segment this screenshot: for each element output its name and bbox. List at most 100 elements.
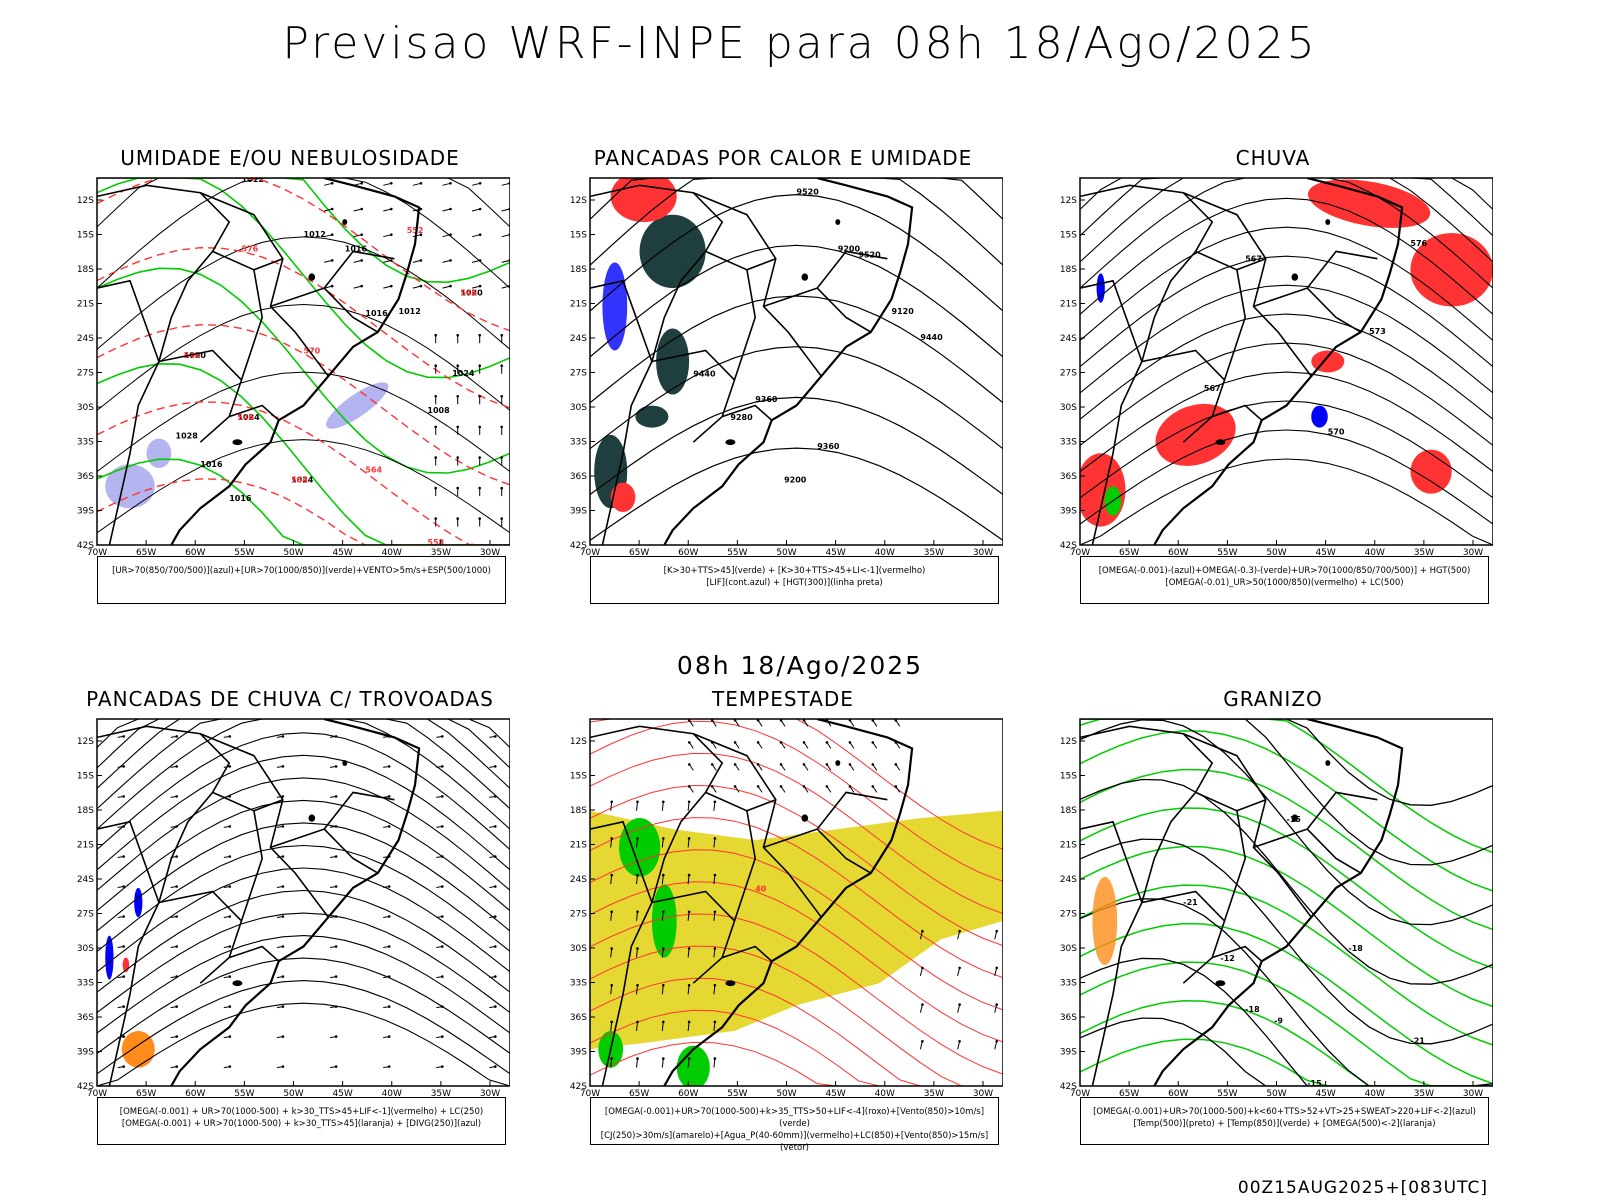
lon-tick-label: 50W [776,1089,796,1097]
lon-tick-label: 65W [629,548,649,556]
lon-tick-label: 45W [332,1089,352,1097]
map-frame [1079,177,1493,546]
contour-label: 9520 [797,188,820,197]
lat-tick-label: 33S [77,438,94,448]
panel-legend: [OMEGA(-0.001) + UR>70(1000-500) + k>30_… [97,1097,506,1145]
panel-title: TEMPESTADE [712,687,854,711]
contour-label: -12 [1220,954,1234,963]
lat-tick-label: 42S [570,1082,587,1092]
contour-label: 546 [237,413,254,422]
lat-tick-label: 39S [570,507,587,517]
lat-tick-label: 18S [77,806,94,816]
lat-tick-label: 27S [77,910,94,920]
legend-line: [Temp(500)](preto) + [Temp(850)](verde) … [1133,1119,1436,1129]
contour-label: 9440 [693,370,716,379]
contour-label: -15 [1307,1079,1322,1088]
lat-tick-label: 30S [77,944,94,954]
lat-tick-label: 21S [1060,300,1077,310]
lat-tick-label: 30S [1060,944,1077,954]
contour-label: 564 [291,476,308,485]
lon-tick-label: 50W [1266,548,1286,556]
forecast-map: 582 570 576 567 573 567 570 12S 15S 18S 21S 24S 27S 3… [1060,177,1493,556]
legend-line: [OMEGA(-0.01)_UR>50(1000/850)(vermelho) … [1165,578,1404,588]
lon-tick-label: 70W [580,1089,600,1097]
lat-tick-label: 18S [1060,265,1077,275]
lat-tick-label: 24S [570,875,587,885]
lon-tick-label: 55W [234,1089,254,1097]
lon-tick-label: 30W [480,1089,500,1097]
lon-tick-label: 30W [1463,548,1483,556]
lat-tick-label: 30S [77,403,94,413]
lat-tick-label: 42S [77,541,94,551]
contour-label: 564 [365,465,382,474]
lon-tick-label: 30W [480,548,500,556]
panel-legend: [UR>70(850/700/500)](azul)+[UR>70(1000/8… [97,556,506,604]
lon-tick-label: 70W [1070,1089,1090,1097]
lat-tick-label: 18S [570,806,587,816]
panel-legend: [OMEGA(-0.001)-(azul)+OMEGA(-0.3)-(verde… [1080,556,1489,604]
lon-tick-label: 70W [87,548,107,556]
lat-tick-label: 42S [77,1082,94,1092]
lat-tick-label: 42S [570,541,587,551]
lat-tick-label: 12S [1060,196,1077,206]
lon-tick-label: 60W [1168,548,1188,556]
panel-title: PANCADAS POR CALOR E UMIDADE [593,146,973,170]
contour-label: 546 [460,288,477,297]
lat-tick-label: 33S [1060,979,1077,989]
contour-label: -18 [1348,944,1363,953]
lat-tick-label: 12S [570,196,587,206]
lon-tick-label: 40W [875,1089,895,1097]
legend-line: [UR>70(850/700/500)](azul)+[UR>70(1000/8… [112,566,491,576]
lon-tick-label: 45W [825,1089,845,1097]
lon-tick-label: 30W [1463,1089,1483,1097]
lat-tick-label: 18S [570,265,587,275]
lon-tick-label: 55W [727,548,747,556]
panel-pancadas-trovoadas: PANCADAS DE CHUVA C/ TROVOADAS 12S 15S 18S 2… [70,687,510,1167]
lat-tick-label: 21S [570,300,587,310]
contour-label: 9280 [730,413,753,422]
lat-tick-label: 39S [77,507,94,517]
lon-tick-label: 35W [431,548,451,556]
lon-tick-label: 65W [136,1089,156,1097]
lon-tick-label: 40W [1365,548,1385,556]
contour-label: -12 [1225,712,1239,721]
legend-line: [OMEGA(-0.001) + UR>70(1000-500) + k>30_… [119,1107,484,1117]
contour-label: 9600 [735,171,758,180]
lon-tick-label: 70W [87,1089,107,1097]
panel-legend: [OMEGA(-0.001)+UR>70(1000-500)+k>35_TTS>… [590,1097,999,1153]
lat-tick-label: 33S [77,979,94,989]
lat-tick-label: 18S [1060,806,1077,816]
lat-tick-label: 15S [77,772,94,782]
legend-line: [CJ(250)>30m/s](amarelo)+[Agua_P(40-60mm… [600,1131,989,1153]
map-frame [589,177,1003,546]
lon-tick-label: 45W [1315,1089,1335,1097]
lon-tick-label: 55W [727,1089,747,1097]
lat-tick-label: 39S [1060,507,1077,517]
lon-tick-label: 65W [1119,548,1139,556]
contour-label: 1024 [237,413,260,422]
lat-tick-label: 15S [570,772,587,782]
contour-label: 1012 [180,171,202,180]
contour-label: 1016 [229,494,252,503]
lat-tick-label: 15S [1060,772,1077,782]
contour-label: -9 [1163,712,1172,721]
lat-tick-label: 15S [1060,231,1077,241]
panel-title: PANCADAS DE CHUVA C/ TROVOADAS [86,687,494,711]
panel-legend: [K>30+TTS>45](verde) + [K>30+TTS>45+LI<-… [590,556,999,604]
panel-title: UMIDADE E/OU NEBULOSIDADE [120,146,460,170]
lon-tick-label: 60W [185,548,205,556]
contour-label: 1024 [452,369,475,378]
contour-label: 1028 [176,432,199,441]
lat-tick-label: 36S [570,472,587,482]
contour-label: 558 [427,538,444,547]
contour-label: 9200 [784,476,807,485]
lat-tick-label: 30S [1060,403,1077,413]
lat-tick-label: 36S [1060,1013,1077,1023]
panel-title: CHUVA [1235,146,1311,170]
main-title: Previsao WRF-INPE para 08h 18/Ago/2025 [282,18,1318,69]
lat-tick-label: 21S [77,300,94,310]
contour-label: 570 [304,346,321,355]
contour-label: 1020 [180,171,203,180]
lat-tick-label: 12S [77,196,94,206]
